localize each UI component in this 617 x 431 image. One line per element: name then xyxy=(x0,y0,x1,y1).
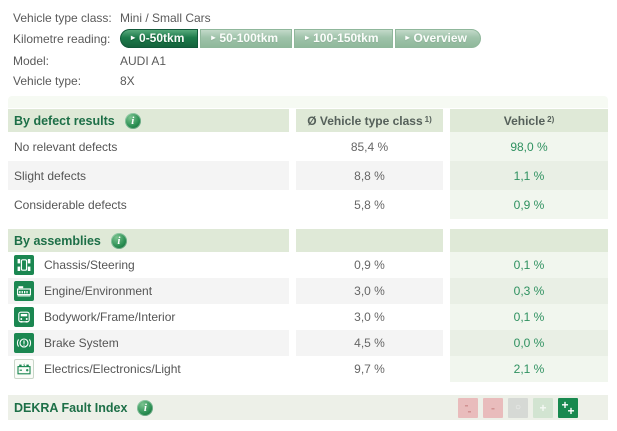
table-row: Slight defects 8,8 % 1,1 % xyxy=(8,161,608,190)
table-row: Chassis/Steering 0,9 % 0,1 % xyxy=(8,252,608,278)
vehicle-type-row: Vehicle type: 8X xyxy=(13,72,617,90)
table-row: Brake System 4,5 % 0,0 % xyxy=(8,330,608,356)
vehicle-value: 0,9 % xyxy=(450,190,608,219)
km-button-50-100tkm[interactable]: ▸ 50-100tkm xyxy=(200,29,293,48)
defects-info-icon[interactable]: i xyxy=(124,112,141,129)
table-row: Considerable defects 5,8 % 0,9 % xyxy=(8,190,608,219)
type-class-value: 8,8 % xyxy=(296,161,443,190)
model-row: Model: AUDI A1 xyxy=(13,52,617,70)
footnote-2-marker: 2) xyxy=(547,115,555,124)
footnote-1-marker: 1) xyxy=(424,115,432,124)
fault-index-bar: DEKRA Fault Index i -- - ○ + ++ xyxy=(8,395,608,420)
fault-grade-plus-badge: + xyxy=(533,397,553,418)
vehicle-type-value: 8X xyxy=(120,74,135,88)
assemblies-header-row: By assemblies i xyxy=(8,229,608,252)
type-class-value: 4,5 % xyxy=(296,330,443,356)
type-class-value: 0,9 % xyxy=(354,258,385,272)
statistics-table: By defect results i Ø Vehicle type class… xyxy=(8,96,608,420)
assembly-row-label: Engine/Environment xyxy=(44,284,153,298)
vehicle-value: 1,1 % xyxy=(450,161,608,190)
km-button-label: 0-50tkm xyxy=(139,31,185,45)
defects-section-title: By defect results xyxy=(14,113,115,128)
kilometre-reading-row: Kilometre reading: ▸ 0-50tkm ▸ 50-100tkm… xyxy=(13,29,617,48)
table-row: Electrics/Electronics/Light 9,7 % 2,1 % xyxy=(8,356,608,382)
empty-header-cell xyxy=(296,229,443,252)
vehicle-header-label: Vehicle xyxy=(503,113,546,128)
fault-index-title: DEKRA Fault Index xyxy=(14,400,128,415)
table-row: Bodywork/Frame/Interior 3,0 % 0,1 % xyxy=(8,304,608,330)
vehicle-type-class-row: Vehicle type class: Mini / Small Cars xyxy=(13,9,617,27)
model-label: Model: xyxy=(13,54,50,68)
km-button-100-150tkm[interactable]: ▸ 100-150tkm xyxy=(294,29,393,48)
fault-grade-minus-minus-badge: -- xyxy=(458,397,478,418)
km-button-label: 50-100tkm xyxy=(219,31,279,45)
button-arrow-icon: ▸ xyxy=(405,32,410,42)
vehicle-info-panel: Vehicle type class: Mini / Small Cars Ki… xyxy=(0,0,617,90)
table-row: No relevant defects 85,4 % 98,0 % xyxy=(8,132,608,161)
chassis-steering-icon xyxy=(14,255,34,275)
fault-index-info-icon[interactable]: i xyxy=(137,399,154,416)
vehicle-value: 0,1 % xyxy=(450,252,608,278)
vehicle-value: 98,0 % xyxy=(450,132,608,161)
vehicle-value: 0,0 % xyxy=(450,330,608,356)
button-arrow-icon: ▸ xyxy=(131,32,136,42)
assemblies-info-icon[interactable]: i xyxy=(110,232,127,249)
vehicle-value: 0,1 % xyxy=(450,304,608,330)
assemblies-section-title: By assemblies xyxy=(14,233,101,248)
type-class-value: 5,8 % xyxy=(354,197,385,212)
vehicle-type-label: Vehicle type: xyxy=(13,74,82,88)
fault-grade-minus-badge: - xyxy=(483,397,503,418)
section-gap xyxy=(8,219,608,229)
vehicle-value: 2,1 % xyxy=(450,356,608,382)
button-arrow-icon: ▸ xyxy=(305,32,310,42)
defects-section-header: By defect results i xyxy=(8,109,289,132)
table-row: Engine/Environment 3,0 % 0,3 % xyxy=(8,278,608,304)
km-button-label: 100-150tkm xyxy=(313,31,379,45)
bodywork-frame-interior-icon xyxy=(14,307,34,327)
assembly-row-label: Bodywork/Frame/Interior xyxy=(44,310,176,324)
assembly-row-label: Electrics/Electronics/Light xyxy=(44,362,181,376)
assembly-row-label: Brake System xyxy=(44,336,119,350)
type-class-value: 85,4 % xyxy=(350,139,389,154)
kilometre-reading-label: Kilometre reading: xyxy=(13,31,111,46)
fault-grade-neutral-badge: ○ xyxy=(508,397,528,418)
brake-system-icon xyxy=(14,333,34,353)
vehicle-value: 0,3 % xyxy=(450,278,608,304)
model-value: AUDI A1 xyxy=(120,54,167,68)
type-class-value: 3,0 % xyxy=(296,278,443,304)
battery-electrics-icon xyxy=(14,359,34,379)
button-arrow-icon: ▸ xyxy=(211,32,216,42)
km-button-overview[interactable]: ▸ Overview xyxy=(394,29,481,48)
km-range-button-group: ▸ 0-50tkm ▸ 50-100tkm ▸ 100-150tkm ▸ Ove… xyxy=(120,29,481,48)
km-button-0-50tkm[interactable]: ▸ 0-50tkm xyxy=(120,29,199,48)
type-class-value: 3,0 % xyxy=(354,310,385,324)
vehicle-type-class-label: Vehicle type class: xyxy=(13,11,112,25)
table-top-strip xyxy=(8,96,608,108)
vehicle-type-class-value: Mini / Small Cars xyxy=(120,11,211,25)
vehicle-column-header: Vehicle 2) xyxy=(450,109,608,132)
type-class-value: 9,7 % xyxy=(354,362,385,376)
defect-row-label: No relevant defects xyxy=(14,139,118,154)
type-class-header-label: Ø Vehicle type class xyxy=(307,113,423,128)
defects-header-row: By defect results i Ø Vehicle type class… xyxy=(8,109,608,132)
defect-row-label: Considerable defects xyxy=(14,197,127,212)
km-button-label: Overview xyxy=(413,31,467,45)
type-class-column-header: Ø Vehicle type class 1) xyxy=(296,109,443,132)
defect-row-label: Slight defects xyxy=(8,161,289,190)
engine-environment-icon xyxy=(14,281,34,301)
assembly-row-label: Chassis/Steering xyxy=(44,258,135,272)
assemblies-section-header: By assemblies i xyxy=(8,229,289,252)
fault-grade-plus-plus-badge-active: ++ xyxy=(558,397,578,418)
empty-header-cell xyxy=(450,229,608,252)
